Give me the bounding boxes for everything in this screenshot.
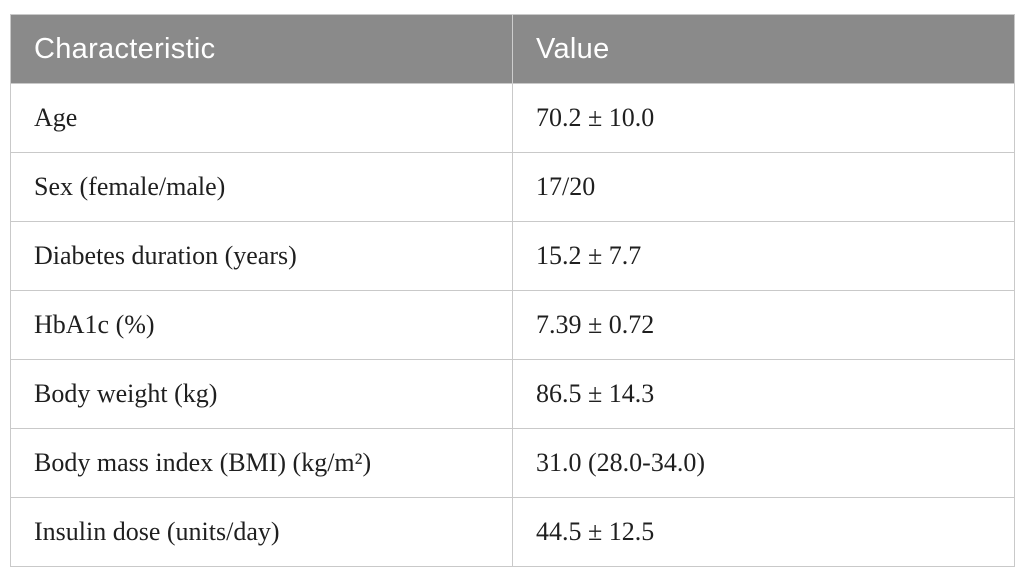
characteristic-cell: Body mass index (BMI) (kg/m²) <box>10 428 513 498</box>
table-row: Insulin dose (units/day) 44.5 ± 12.5 <box>10 497 1015 567</box>
table-row: Diabetes duration (years) 15.2 ± 7.7 <box>10 221 1015 291</box>
value-cell: 17/20 <box>512 152 1015 222</box>
header-row: Characteristic Value <box>10 14 1015 84</box>
column-header-characteristic: Characteristic <box>10 14 513 84</box>
characteristic-cell: Diabetes duration (years) <box>10 221 513 291</box>
value-cell: 7.39 ± 0.72 <box>512 290 1015 360</box>
value-cell: 86.5 ± 14.3 <box>512 359 1015 429</box>
table-row: Body mass index (BMI) (kg/m²) 31.0 (28.0… <box>10 428 1015 498</box>
value-cell: 44.5 ± 12.5 <box>512 497 1015 567</box>
characteristic-cell: Body weight (kg) <box>10 359 513 429</box>
characteristic-cell: Insulin dose (units/day) <box>10 497 513 567</box>
patient-characteristics-table-wrapper: Characteristic Value Age 70.2 ± 10.0 Sex… <box>10 14 1015 567</box>
characteristic-cell: HbA1c (%) <box>10 290 513 360</box>
column-header-value: Value <box>512 14 1015 84</box>
value-cell: 70.2 ± 10.0 <box>512 83 1015 153</box>
characteristic-cell: Sex (female/male) <box>10 152 513 222</box>
table-row: Sex (female/male) 17/20 <box>10 152 1015 222</box>
value-cell: 31.0 (28.0-34.0) <box>512 428 1015 498</box>
table-row: Body weight (kg) 86.5 ± 14.3 <box>10 359 1015 429</box>
value-cell: 15.2 ± 7.7 <box>512 221 1015 291</box>
characteristic-cell: Age <box>10 83 513 153</box>
table-row: Age 70.2 ± 10.0 <box>10 83 1015 153</box>
table-body: Age 70.2 ± 10.0 Sex (female/male) 17/20 … <box>10 83 1015 567</box>
table-header: Characteristic Value <box>10 14 1015 84</box>
patient-characteristics-table: Characteristic Value Age 70.2 ± 10.0 Sex… <box>10 14 1015 567</box>
table-row: HbA1c (%) 7.39 ± 0.72 <box>10 290 1015 360</box>
